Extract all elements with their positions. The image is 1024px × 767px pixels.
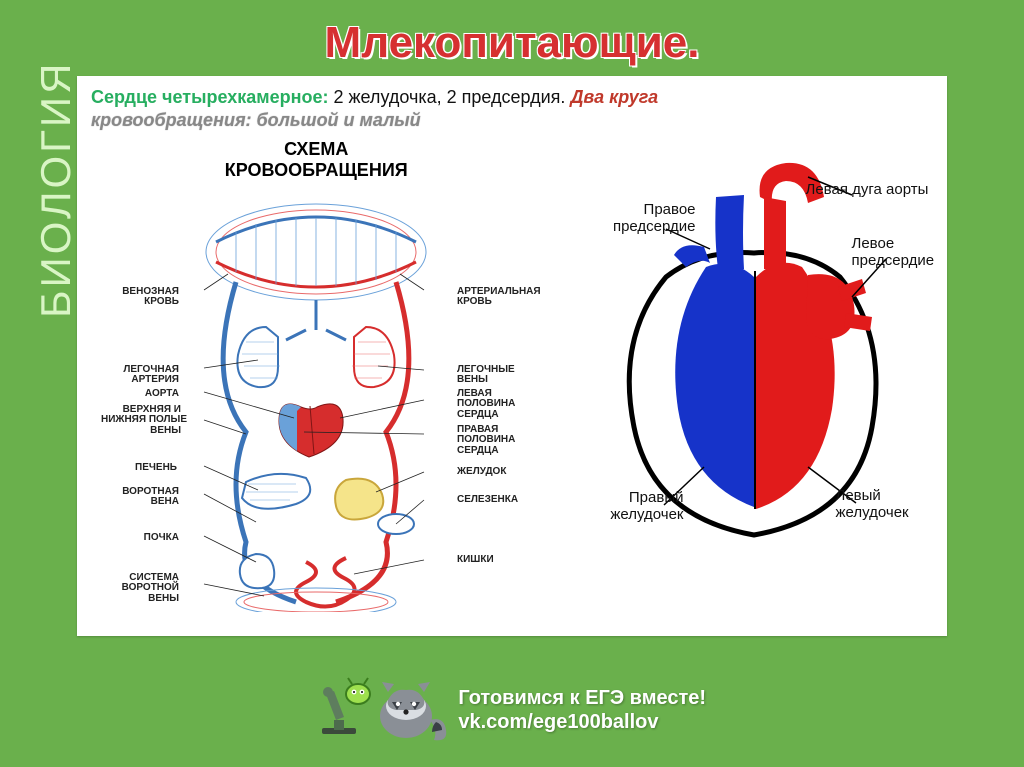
footer-line2: vk.com/ege100ballov xyxy=(458,711,658,733)
lbl-portal-vein: ВОРОТНАЯВЕНА xyxy=(113,487,179,508)
blob-icon xyxy=(346,678,370,704)
lbl-liver: ПЕЧЕНЬ xyxy=(127,463,177,474)
intestines xyxy=(296,558,355,607)
footer: Готовимся к ЕГЭ вместе! vk.com/ege100bal… xyxy=(14,672,1010,747)
liver xyxy=(242,474,310,509)
raccoon-icon xyxy=(380,682,446,740)
lbl-right-heart: ПРАВАЯПОЛОВИНАСЕРДЦА xyxy=(457,425,515,457)
lbl-pulm-veins: ЛЕГОЧНЫЕВЕНЫ xyxy=(457,365,515,386)
subtitle-gray: кровообращения: большой и малый xyxy=(91,110,421,130)
kidney-organ xyxy=(240,554,274,588)
side-label: БИОЛОГИЯ xyxy=(32,61,80,318)
page-title: Млекопитающие. xyxy=(14,18,1010,68)
footer-line1: Готовимся к ЕГЭ вместе! xyxy=(458,687,706,709)
subtitle: Сердце четырехкамерное: 2 желудочка, 2 п… xyxy=(77,76,947,137)
leaders-left xyxy=(204,274,294,596)
lbl-left-ventricle: Левыйжелудочек xyxy=(836,487,909,521)
lbl-venous-blood: ВЕНОЗНАЯКРОВЬ xyxy=(119,287,179,308)
circulation-title-l1: СХЕМА xyxy=(284,139,348,159)
lbl-intestines: КИШКИ xyxy=(457,555,494,566)
heart-small xyxy=(279,404,343,457)
subtitle-red: Два круга xyxy=(570,87,658,107)
subtitle-green: Сердце четырехкамерное: xyxy=(91,87,328,107)
lbl-stomach: ЖЕЛУДОК xyxy=(457,467,506,478)
lbl-arterial-blood: АРТЕРИАЛЬНАЯКРОВЬ xyxy=(457,287,541,308)
lbl-left-heart: ЛЕВАЯПОЛОВИНАСЕРДЦА xyxy=(457,389,515,421)
subtitle-black: 2 желудочка, 2 предсердия. xyxy=(328,87,570,107)
diagrams-row: СХЕМА КРОВООБРАЩЕНИЯ xyxy=(77,137,947,617)
circulation-title-l2: КРОВООБРАЩЕНИЯ xyxy=(225,160,408,180)
mascot-icon xyxy=(318,672,448,747)
lbl-portal-system: СИСТЕМАВОРОТНОЙВЕНЫ xyxy=(117,573,179,605)
content-card: Сердце четырехкамерное: 2 желудочка, 2 п… xyxy=(77,76,947,636)
lbl-right-atrium: Правоепредсердие xyxy=(586,201,696,235)
lbl-venae-cavae: ВЕРХНЯЯ ИНИЖНЯЯ ПОЛЫЕВЕНЫ xyxy=(101,405,181,437)
lbl-spleen: СЕЛЕЗЕНКА xyxy=(457,495,518,506)
lungs xyxy=(238,300,395,387)
circulation-panel: СХЕМА КРОВООБРАЩЕНИЯ xyxy=(77,137,556,617)
heart-panel: Правоепредсердие Левая дуга аорты Левоеп… xyxy=(556,137,948,617)
lbl-right-ventricle: Правыйжелудочек xyxy=(574,489,684,523)
lower-capillaries xyxy=(236,588,396,612)
lbl-left-atrium: Левоепредсердие xyxy=(852,235,935,269)
lbl-pulm-artery: ЛЕГОЧНАЯАРТЕРИЯ xyxy=(119,365,179,386)
stomach-organ xyxy=(335,479,383,520)
head-capillaries xyxy=(206,204,426,300)
lbl-kidney: ПОЧКА xyxy=(129,533,179,544)
lbl-aorta: АОРТА xyxy=(129,389,179,400)
circulation-title: СХЕМА КРОВООБРАЩЕНИЯ xyxy=(77,139,556,182)
footer-text: Готовимся к ЕГЭ вместе! vk.com/ege100bal… xyxy=(458,686,706,734)
lbl-aortic-arch: Левая дуга аорты xyxy=(806,181,929,198)
